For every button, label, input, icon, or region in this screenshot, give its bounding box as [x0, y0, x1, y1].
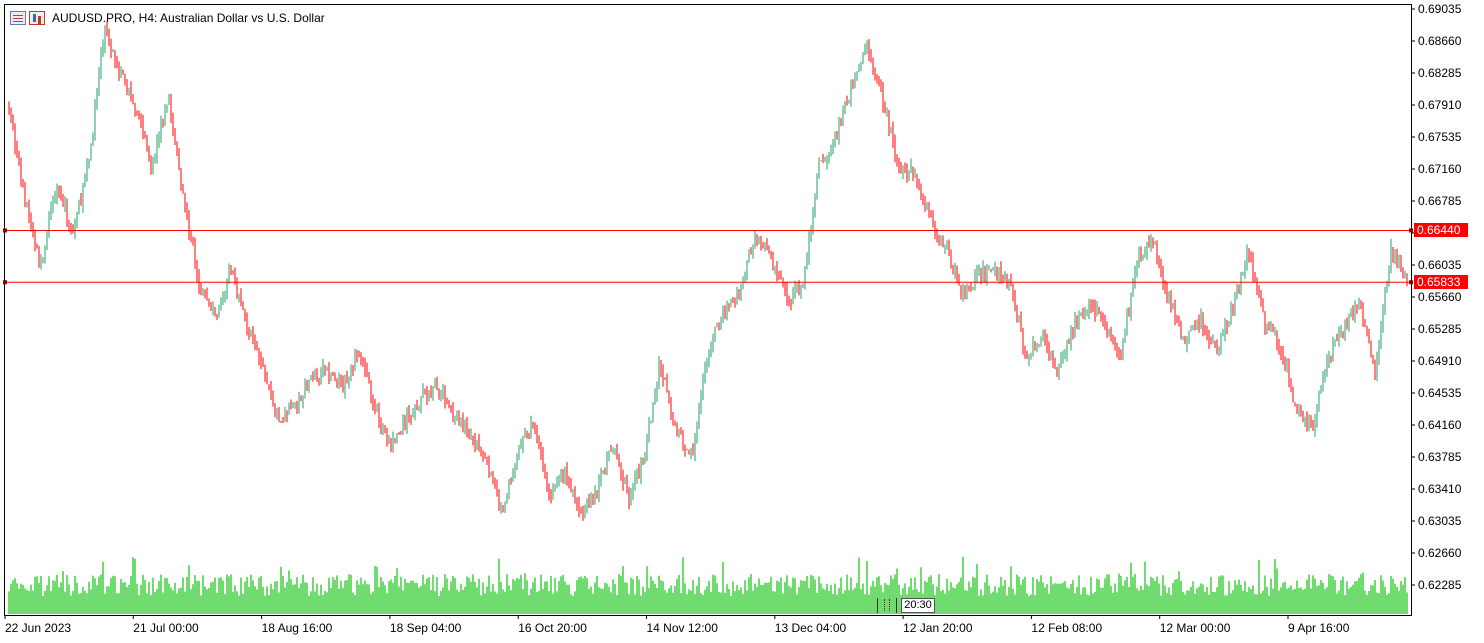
- y-tick-label: 0.65660: [1418, 290, 1462, 304]
- level-handle: [3, 280, 7, 285]
- y-tick-label: 0.69035: [1418, 2, 1462, 16]
- x-tick-label: 14 Nov 12:00: [646, 621, 718, 635]
- chart-title-bar: AUDUSD.PRO, H4: Australian Dollar vs U.S…: [10, 9, 325, 27]
- y-tick-label: 0.66785: [1418, 194, 1462, 208]
- level-handle: [3, 228, 7, 233]
- level-price-tag: 0.66440: [1414, 223, 1468, 238]
- y-tick-label: 0.64910: [1418, 354, 1462, 368]
- x-tick-label: 18 Aug 16:00: [261, 621, 333, 635]
- x-tick-label: 12 Feb 08:00: [1031, 621, 1103, 635]
- y-tick-label: 0.66035: [1418, 258, 1462, 272]
- chart-properties-icon[interactable]: [29, 11, 45, 25]
- level-handle: [1409, 228, 1413, 233]
- chart-window-icon[interactable]: [10, 11, 26, 25]
- x-tick-label: 18 Sep 04:00: [389, 621, 462, 635]
- y-tick-label: 0.63035: [1418, 514, 1462, 528]
- x-axis-ticks: [4, 615, 1289, 619]
- level-price-tag: 0.65833: [1414, 275, 1468, 290]
- y-tick-label: 0.67910: [1418, 98, 1462, 112]
- x-tick-label: 12 Mar 00:00: [1159, 621, 1231, 635]
- y-tick-label: 0.65285: [1418, 322, 1462, 336]
- chart-title: AUDUSD.PRO, H4: Australian Dollar vs U.S…: [52, 11, 325, 25]
- y-tick-label: 0.67535: [1418, 130, 1462, 144]
- current-time-tag: 20:30: [901, 598, 935, 613]
- x-tick-label: 13 Dec 04:00: [774, 621, 847, 635]
- y-tick-label: 0.64535: [1418, 386, 1462, 400]
- horizontal-levels[interactable]: [3, 228, 1413, 285]
- x-tick-label: 9 Apr 16:00: [1288, 621, 1350, 635]
- candlestick-series: [8, 21, 1408, 521]
- y-tick-label: 0.64160: [1418, 418, 1462, 432]
- y-tick-label: 0.67160: [1418, 162, 1462, 176]
- y-axis-ticks: [1411, 8, 1415, 586]
- x-tick-label: 21 Jul 00:00: [133, 621, 199, 635]
- y-tick-label: 0.68285: [1418, 66, 1462, 80]
- x-tick-label: 22 Jun 2023: [5, 621, 72, 635]
- y-tick-label: 0.68660: [1418, 34, 1462, 48]
- y-tick-label: 0.62285: [1418, 578, 1462, 592]
- y-tick-label: 0.63785: [1418, 450, 1462, 464]
- x-tick-label: 16 Oct 20:00: [518, 621, 587, 635]
- chart-frame: [4, 4, 1412, 616]
- level-handle: [1409, 280, 1413, 285]
- chart-shift-marker[interactable]: [877, 598, 897, 613]
- y-tick-label: 0.63410: [1418, 482, 1462, 496]
- x-tick-label: 12 Jan 20:00: [903, 621, 973, 635]
- y-tick-label: 0.62660: [1418, 546, 1462, 560]
